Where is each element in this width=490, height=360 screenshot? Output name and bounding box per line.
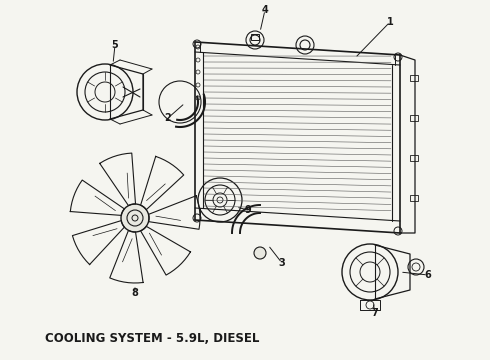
Text: COOLING SYSTEM - 5.9L, DIESEL: COOLING SYSTEM - 5.9L, DIESEL <box>45 332 259 345</box>
Circle shape <box>254 247 266 259</box>
Bar <box>410 195 418 201</box>
Text: 2: 2 <box>165 113 172 123</box>
Bar <box>251 34 259 40</box>
Text: 6: 6 <box>425 270 431 280</box>
Text: 7: 7 <box>371 308 378 318</box>
Bar <box>410 155 418 161</box>
Text: 4: 4 <box>262 5 269 15</box>
Text: 1: 1 <box>387 17 393 27</box>
Text: 5: 5 <box>112 40 119 50</box>
Bar <box>410 115 418 121</box>
Circle shape <box>121 204 149 232</box>
Bar <box>410 75 418 81</box>
Text: 8: 8 <box>131 288 139 298</box>
Text: 9: 9 <box>245 205 251 215</box>
Text: 3: 3 <box>279 258 285 268</box>
